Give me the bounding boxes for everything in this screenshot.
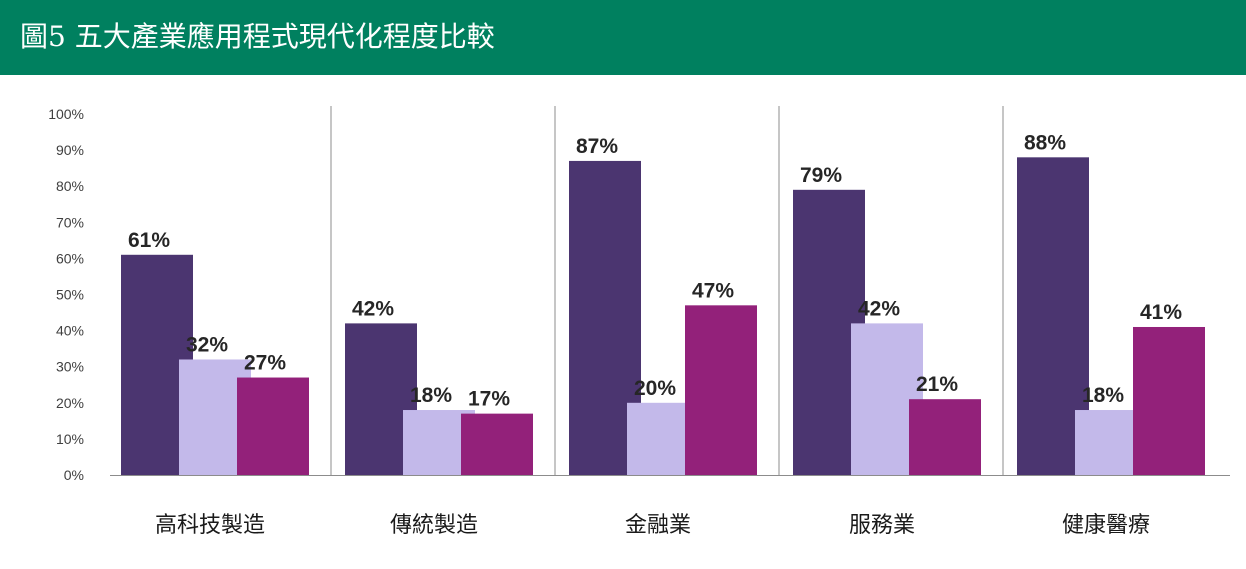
data-label: 17% (468, 388, 510, 411)
category-separators (330, 106, 1004, 475)
y-tick-label: 20% (56, 395, 84, 411)
bar-chart: 0% 10% 20% 30% 40% 50% 60% 70% 80% 90% 100% 61% 42%… (48, 106, 1230, 538)
y-tick-label: 60% (56, 250, 84, 266)
figure-title: 圖5 五大產業應用程式現代化程度比較 (20, 20, 495, 53)
category-label: 傳統製造 (390, 513, 478, 538)
data-labels: 61% 42% 87% 79% 88% 32% 18% 20% 42% 18% 27% 17% 47% 2… (128, 131, 1182, 410)
category-label: 健康醫療 (1062, 513, 1150, 538)
category-label: 服務業 (849, 513, 915, 538)
y-tick-label: 10% (56, 431, 84, 447)
bar (461, 413, 533, 475)
category-label: 高科技製造 (155, 513, 265, 538)
chart-header-bar: 圖5 五大產業應用程式現代化程度比較 (0, 0, 1246, 75)
data-label: 27% (244, 352, 286, 375)
data-label: 42% (858, 297, 900, 320)
data-label: 20% (634, 377, 676, 400)
category-labels: 高科技製造 傳統製造 金融業 服務業 健康醫療 (155, 513, 1150, 538)
y-tick-label: 50% (56, 287, 84, 303)
data-label: 42% (352, 297, 394, 320)
bar (909, 399, 981, 475)
y-tick-label: 70% (56, 214, 84, 230)
data-label: 88% (1024, 131, 1066, 154)
bar (1133, 326, 1205, 475)
y-tick-label: 30% (56, 359, 84, 375)
data-label: 32% (186, 333, 228, 356)
data-label: 41% (1140, 301, 1182, 324)
data-label: 47% (692, 279, 734, 302)
bar (237, 377, 309, 475)
data-label: 18% (410, 384, 452, 407)
data-label: 79% (800, 164, 842, 187)
y-tick-label: 40% (56, 323, 84, 339)
y-tick-label: 0% (64, 467, 84, 483)
category-label: 金融業 (625, 513, 691, 538)
y-tick-label: 80% (56, 178, 84, 194)
data-label: 21% (916, 373, 958, 396)
bar (685, 305, 757, 475)
bar-series (121, 157, 1205, 475)
data-label: 87% (576, 135, 618, 158)
y-axis-ticks: 0% 10% 20% 30% 40% 50% 60% 70% 80% 90% 100% (48, 106, 84, 483)
y-tick-label: 90% (56, 142, 84, 158)
data-label: 61% (128, 229, 170, 252)
data-label: 18% (1082, 384, 1124, 407)
y-tick-label: 100% (48, 106, 84, 122)
